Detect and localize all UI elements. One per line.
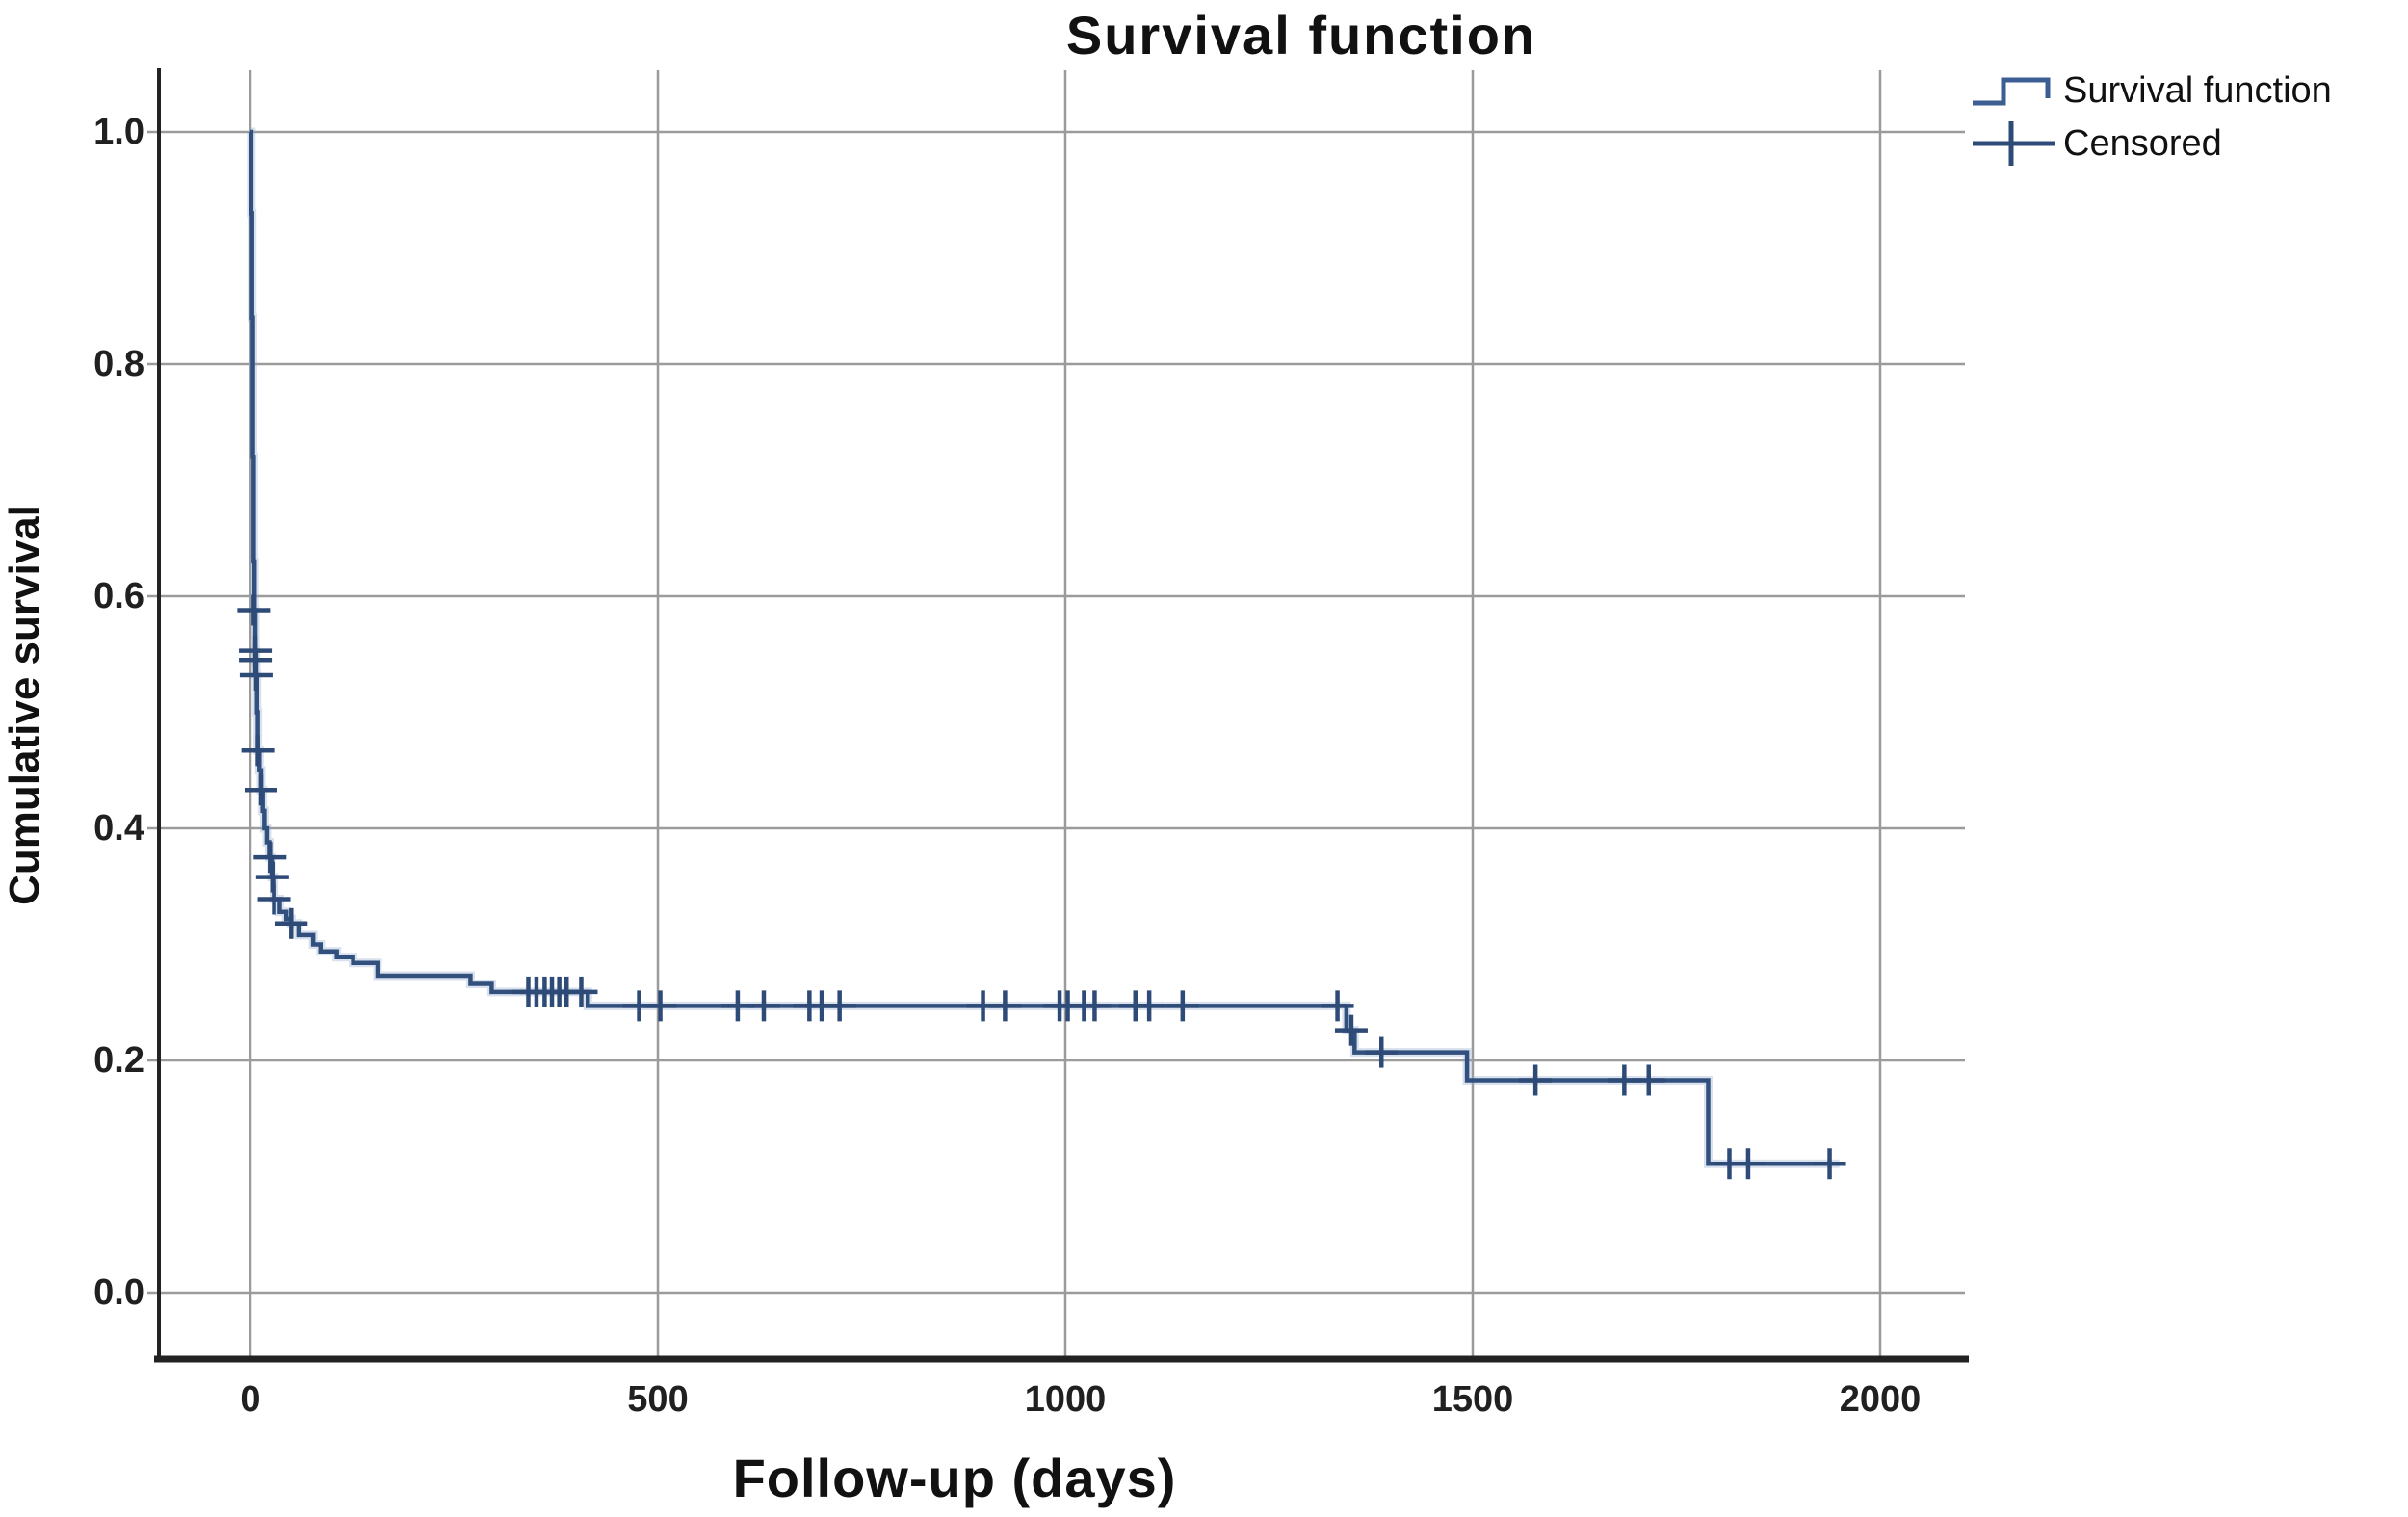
y-tick-label: 0.2 [93, 1040, 144, 1081]
x-tick-label: 2000 [1839, 1379, 1922, 1420]
legend-label-survival-function: Survival function [2063, 70, 2332, 111]
y-tick-label: 0.8 [93, 344, 144, 384]
y-tick-label: 1.0 [93, 112, 144, 152]
x-axis-title: Follow-up (days) [732, 1448, 1177, 1508]
x-tick-label: 1500 [1431, 1379, 1514, 1420]
legend-survival-step-icon [1973, 77, 2051, 106]
x-tick-label: 1000 [1024, 1379, 1107, 1420]
y-tick-label: 0.0 [93, 1272, 144, 1313]
legend-label-censored: Censored [2063, 123, 2222, 164]
y-tick-label: 0.6 [93, 576, 144, 616]
y-tick-label: 0.4 [93, 808, 144, 849]
x-tick-label: 500 [627, 1379, 689, 1420]
x-tick-label: 0 [240, 1379, 261, 1420]
legend-censored-plus-icon [1973, 121, 2055, 166]
chart-title: Survival function [1065, 5, 1537, 65]
